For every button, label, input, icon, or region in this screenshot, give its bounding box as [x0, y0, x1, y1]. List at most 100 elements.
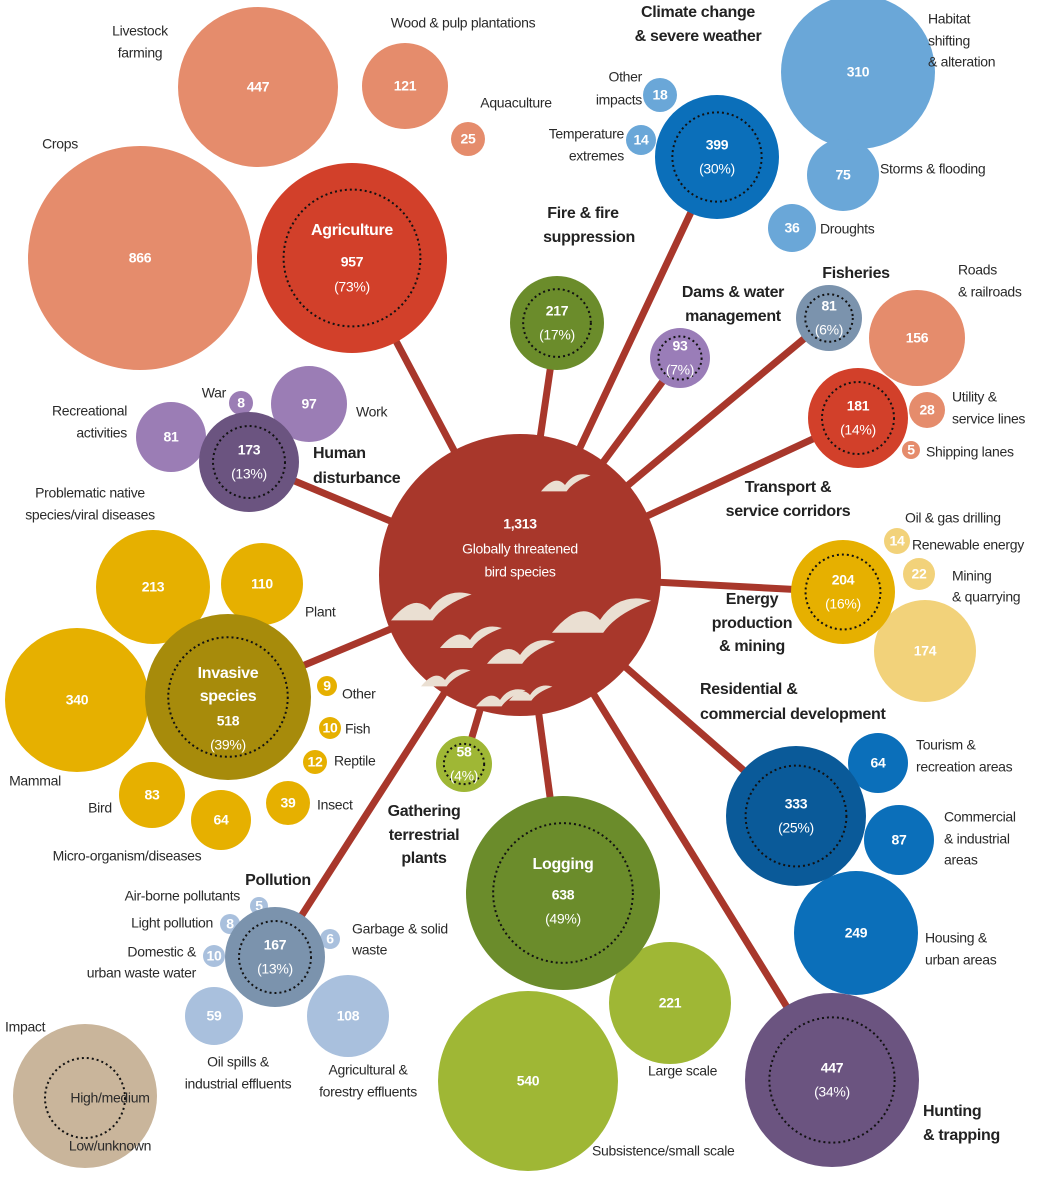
legend-title: Impact: [5, 1019, 46, 1035]
legend-high: High/medium: [70, 1090, 149, 1106]
impact-ring: [768, 1016, 896, 1144]
sub-label: & quarrying: [952, 589, 1020, 605]
sub-label: urban areas: [925, 952, 997, 968]
sub-label: Shipping lanes: [926, 444, 1014, 460]
threat-percent: (16%): [825, 596, 861, 612]
threat-name: service corridors: [726, 503, 851, 520]
threat-value: 181: [847, 398, 870, 414]
sub-label: Air-borne pollutants: [125, 888, 241, 904]
sub-value: 87: [892, 832, 907, 848]
bird-silhouette: [440, 626, 502, 648]
sub-value: 36: [785, 220, 800, 236]
threat-percent: (34%): [814, 1084, 850, 1100]
sub-label: waste: [351, 942, 388, 958]
sub-bubble: [902, 441, 920, 459]
sub-label: urban waste water: [87, 965, 197, 981]
sub-bubble: [119, 762, 185, 828]
sub-bubble: [869, 290, 965, 386]
threat-name: Climate change: [641, 4, 755, 21]
impact-ring: [212, 425, 286, 499]
sub-value: 75: [836, 167, 851, 183]
sub-label: Agricultural &: [328, 1062, 408, 1078]
sub-bubble: [781, 0, 935, 149]
impact-ring: [238, 920, 312, 994]
threat-name: Transport &: [745, 479, 832, 496]
sub-bubble: [136, 402, 206, 472]
sub-label: Housing &: [925, 930, 988, 946]
sub-value: 108: [337, 1008, 360, 1024]
sub-label: Renewable energy: [912, 537, 1024, 553]
threat-name: plants: [401, 850, 447, 867]
sub-value: 64: [214, 812, 229, 828]
sub-bubble: [221, 543, 303, 625]
sub-value: 8: [237, 395, 245, 411]
legend-bubble: [13, 1024, 157, 1168]
threat-bubble: [257, 163, 447, 353]
sub-label: Other: [608, 69, 642, 85]
threat-name: Pollution: [245, 872, 311, 889]
sub-label: Livestock: [112, 23, 169, 39]
sub-label: Bird: [88, 800, 112, 816]
threat-value: 518: [217, 713, 240, 729]
threat-name: Hunting: [923, 1103, 981, 1120]
sub-bubble: [317, 676, 337, 696]
sub-label: Subsistence/small scale: [592, 1143, 735, 1159]
sub-label: & alteration: [928, 54, 995, 70]
impact-ring: [804, 553, 882, 631]
sub-label: impacts: [596, 92, 642, 108]
sub-bubble: [28, 146, 252, 370]
sub-bubble: [848, 733, 908, 793]
threat-name: Fisheries: [822, 265, 890, 282]
threat-value: 957: [341, 254, 364, 270]
sub-bubble: [609, 942, 731, 1064]
center-label: Globally threatened: [462, 541, 578, 557]
threat-name: suppression: [543, 229, 635, 246]
sub-bubble: [178, 7, 338, 167]
sub-bubble: [864, 805, 934, 875]
threat-value: 173: [238, 442, 261, 458]
sub-bubble: [874, 600, 976, 702]
threat-value: 333: [785, 796, 808, 812]
threat-name: & trapping: [923, 1127, 1000, 1144]
threat-name: terrestrial: [389, 827, 460, 844]
sub-value: 213: [142, 579, 165, 595]
sub-value: 156: [906, 330, 929, 346]
sub-bubble: [319, 717, 341, 739]
impact-ring: [657, 335, 703, 381]
sub-bubble: [807, 139, 879, 211]
threat-percent: (25%): [778, 820, 814, 836]
sub-label: Droughts: [820, 221, 875, 237]
bird-silhouette: [421, 669, 471, 687]
threat-value: 204: [832, 572, 855, 588]
center-label: bird species: [484, 564, 555, 580]
sub-label: Utility &: [952, 389, 998, 405]
bubbles: 866 Crops 447 Livestock farming 121 Wood & pul…: [5, 0, 1026, 1171]
sub-label: Fish: [345, 721, 370, 737]
sub-value: 14: [890, 533, 905, 549]
sub-label: Oil spills &: [207, 1054, 270, 1070]
sub-label: shifting: [928, 33, 970, 49]
sub-value: 6: [326, 931, 334, 947]
sub-value: 28: [920, 402, 935, 418]
threat-value: 58: [457, 744, 472, 760]
sub-value: 12: [308, 754, 323, 770]
sub-value: 310: [847, 64, 870, 80]
threat-percent: (14%): [840, 422, 876, 438]
sub-value: 22: [912, 566, 927, 582]
sub-label: & industrial: [944, 831, 1010, 847]
threat-name: Logging: [533, 856, 594, 873]
sub-bubble: [903, 558, 935, 590]
sub-label: Micro-organism/diseases: [53, 848, 202, 864]
sub-value: 9: [323, 678, 331, 694]
sub-label: forestry effluents: [319, 1084, 417, 1100]
sub-value: 5: [255, 898, 263, 914]
threat-name: species: [200, 688, 257, 705]
legend-low: Low/unknown: [69, 1138, 151, 1154]
threat-percent: (7%): [666, 362, 694, 378]
sub-label: recreation areas: [916, 759, 1013, 775]
sub-bubble: [229, 391, 253, 415]
sub-label: Domestic &: [127, 944, 197, 960]
sub-label: Crops: [42, 136, 78, 152]
sub-label: Temperature: [549, 126, 625, 142]
sub-label: Reptile: [334, 753, 376, 769]
